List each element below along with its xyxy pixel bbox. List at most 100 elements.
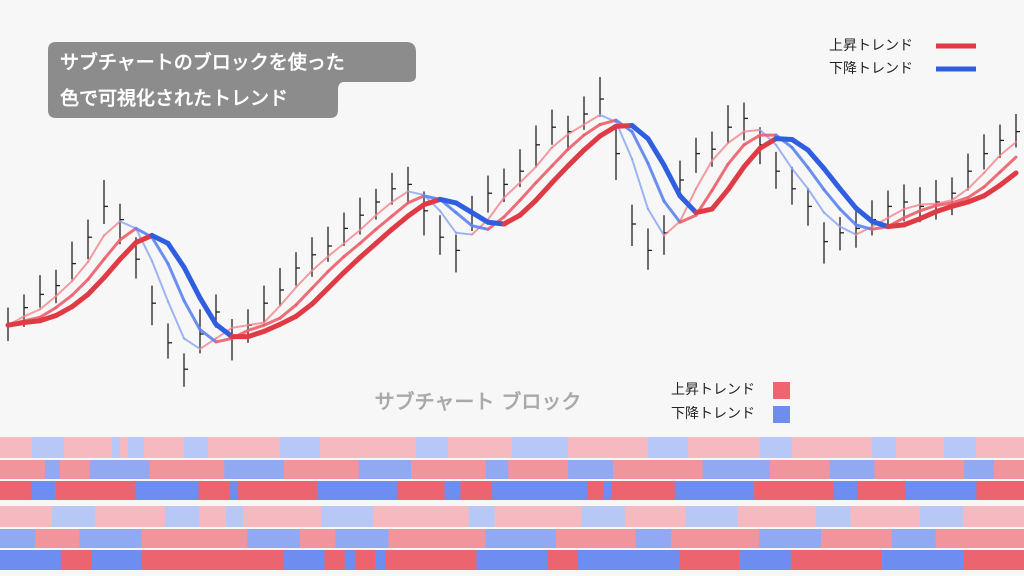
moving-average-segment bbox=[5, 320, 27, 328]
title-line: サブチャートのブロックを使った bbox=[60, 51, 345, 74]
trend-block bbox=[164, 506, 200, 527]
title-line: 色で可視化されたトレンド bbox=[60, 87, 288, 110]
moving-average-segment bbox=[214, 336, 234, 344]
moving-average-segment bbox=[294, 286, 314, 307]
moving-average-segment bbox=[407, 190, 425, 196]
trend-block bbox=[242, 506, 322, 527]
moving-average-segment bbox=[678, 213, 698, 224]
trend-block bbox=[976, 437, 1024, 458]
trend-block bbox=[283, 550, 325, 570]
moving-average-segment bbox=[439, 209, 457, 234]
trend-block bbox=[688, 437, 761, 458]
moving-average-segment bbox=[901, 216, 923, 228]
trend-block bbox=[373, 506, 469, 527]
moving-average-segment bbox=[710, 162, 730, 193]
moving-average-segment bbox=[533, 180, 555, 203]
trend-block bbox=[624, 506, 686, 527]
trend-block bbox=[964, 460, 995, 479]
moving-average-segment bbox=[805, 147, 827, 172]
moving-average-segment bbox=[21, 318, 43, 326]
trend-block bbox=[820, 529, 892, 548]
trend-block bbox=[0, 437, 33, 458]
trend-block bbox=[238, 481, 318, 500]
moving-average-segment bbox=[343, 229, 361, 245]
trend-block bbox=[508, 460, 569, 479]
moving-average-segment bbox=[69, 291, 91, 310]
moving-average-segment bbox=[151, 259, 169, 303]
moving-average-segment bbox=[150, 235, 170, 266]
trend-block bbox=[468, 506, 495, 527]
moving-average-segment bbox=[887, 208, 905, 219]
moving-average-segment bbox=[262, 316, 282, 327]
trend-block bbox=[976, 481, 1024, 500]
moving-average-segment bbox=[470, 224, 490, 231]
moving-average-segment bbox=[951, 187, 969, 202]
trend-block bbox=[740, 550, 792, 570]
moving-average-segment bbox=[966, 185, 986, 200]
moving-average-segment bbox=[566, 133, 586, 151]
moving-average-segment bbox=[101, 256, 123, 281]
trend-block bbox=[396, 481, 445, 500]
moving-average-segment bbox=[518, 181, 538, 202]
trend-block bbox=[963, 550, 1024, 570]
moving-average-segment bbox=[775, 143, 793, 170]
moving-average-segment bbox=[773, 136, 795, 143]
moving-average-segment bbox=[645, 136, 667, 168]
moving-average-segment bbox=[839, 225, 857, 236]
moving-average-segment bbox=[421, 196, 443, 208]
moving-average-segment bbox=[357, 240, 379, 260]
trend-block bbox=[64, 437, 113, 458]
trend-block bbox=[702, 460, 771, 479]
moving-average-segment bbox=[309, 285, 331, 307]
trend-block bbox=[89, 460, 150, 479]
moving-average-segment bbox=[549, 163, 571, 186]
trend-block bbox=[829, 460, 875, 479]
trend-block bbox=[904, 481, 977, 500]
trend-block bbox=[603, 481, 612, 500]
trend-block bbox=[225, 506, 244, 527]
trend-block bbox=[512, 437, 569, 458]
moving-average-segment bbox=[374, 214, 394, 231]
moving-average-segment bbox=[85, 275, 107, 297]
trend-block bbox=[224, 460, 285, 479]
trend-block bbox=[59, 460, 90, 479]
trend-block bbox=[815, 506, 851, 527]
trend-block bbox=[247, 529, 301, 548]
moving-average-segment bbox=[663, 220, 681, 237]
trend-block bbox=[568, 437, 649, 458]
trend-block bbox=[317, 481, 398, 500]
title-box bbox=[48, 42, 416, 118]
trend-block bbox=[612, 460, 703, 479]
trend-block bbox=[685, 506, 738, 527]
moving-average-segment bbox=[502, 198, 522, 219]
moving-average-segment bbox=[807, 187, 825, 214]
trend-block bbox=[635, 529, 672, 548]
trend-block bbox=[120, 437, 129, 458]
trend-block bbox=[32, 437, 65, 458]
moving-average-segment bbox=[791, 167, 809, 190]
moving-average-segment bbox=[293, 301, 315, 319]
moving-average-segment bbox=[23, 308, 41, 318]
subchart-title: サブチャート ブロック bbox=[375, 390, 582, 414]
moving-average-segment bbox=[326, 255, 346, 274]
trend-block bbox=[760, 437, 793, 458]
moving-average-segment bbox=[919, 202, 937, 206]
trend-block bbox=[91, 550, 143, 570]
moving-average-segment bbox=[342, 241, 362, 259]
moving-average-segment bbox=[821, 166, 843, 192]
moving-average-segment bbox=[854, 223, 874, 231]
moving-average-segment bbox=[263, 304, 281, 324]
moving-average-segment bbox=[375, 201, 393, 217]
moving-average-segment bbox=[133, 232, 155, 245]
moving-average-segment bbox=[453, 200, 475, 216]
moving-average-segment bbox=[823, 211, 841, 228]
trend-block bbox=[648, 437, 689, 458]
moving-average-segment bbox=[997, 170, 1019, 188]
moving-average-segment bbox=[167, 300, 185, 340]
moving-average-segment bbox=[741, 145, 763, 170]
trend-block bbox=[792, 437, 873, 458]
moving-average-segment bbox=[646, 161, 666, 203]
trend-block bbox=[375, 550, 386, 570]
